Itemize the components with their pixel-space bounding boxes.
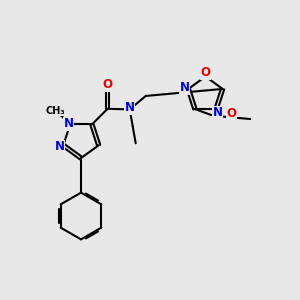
- Text: N: N: [213, 106, 223, 119]
- Text: N: N: [64, 117, 74, 130]
- Text: N: N: [55, 140, 65, 153]
- Text: O: O: [227, 107, 237, 120]
- Text: N: N: [180, 81, 190, 94]
- Text: CH₃: CH₃: [45, 106, 65, 116]
- Text: N: N: [125, 101, 135, 114]
- Text: O: O: [103, 78, 112, 92]
- Text: O: O: [200, 66, 211, 80]
